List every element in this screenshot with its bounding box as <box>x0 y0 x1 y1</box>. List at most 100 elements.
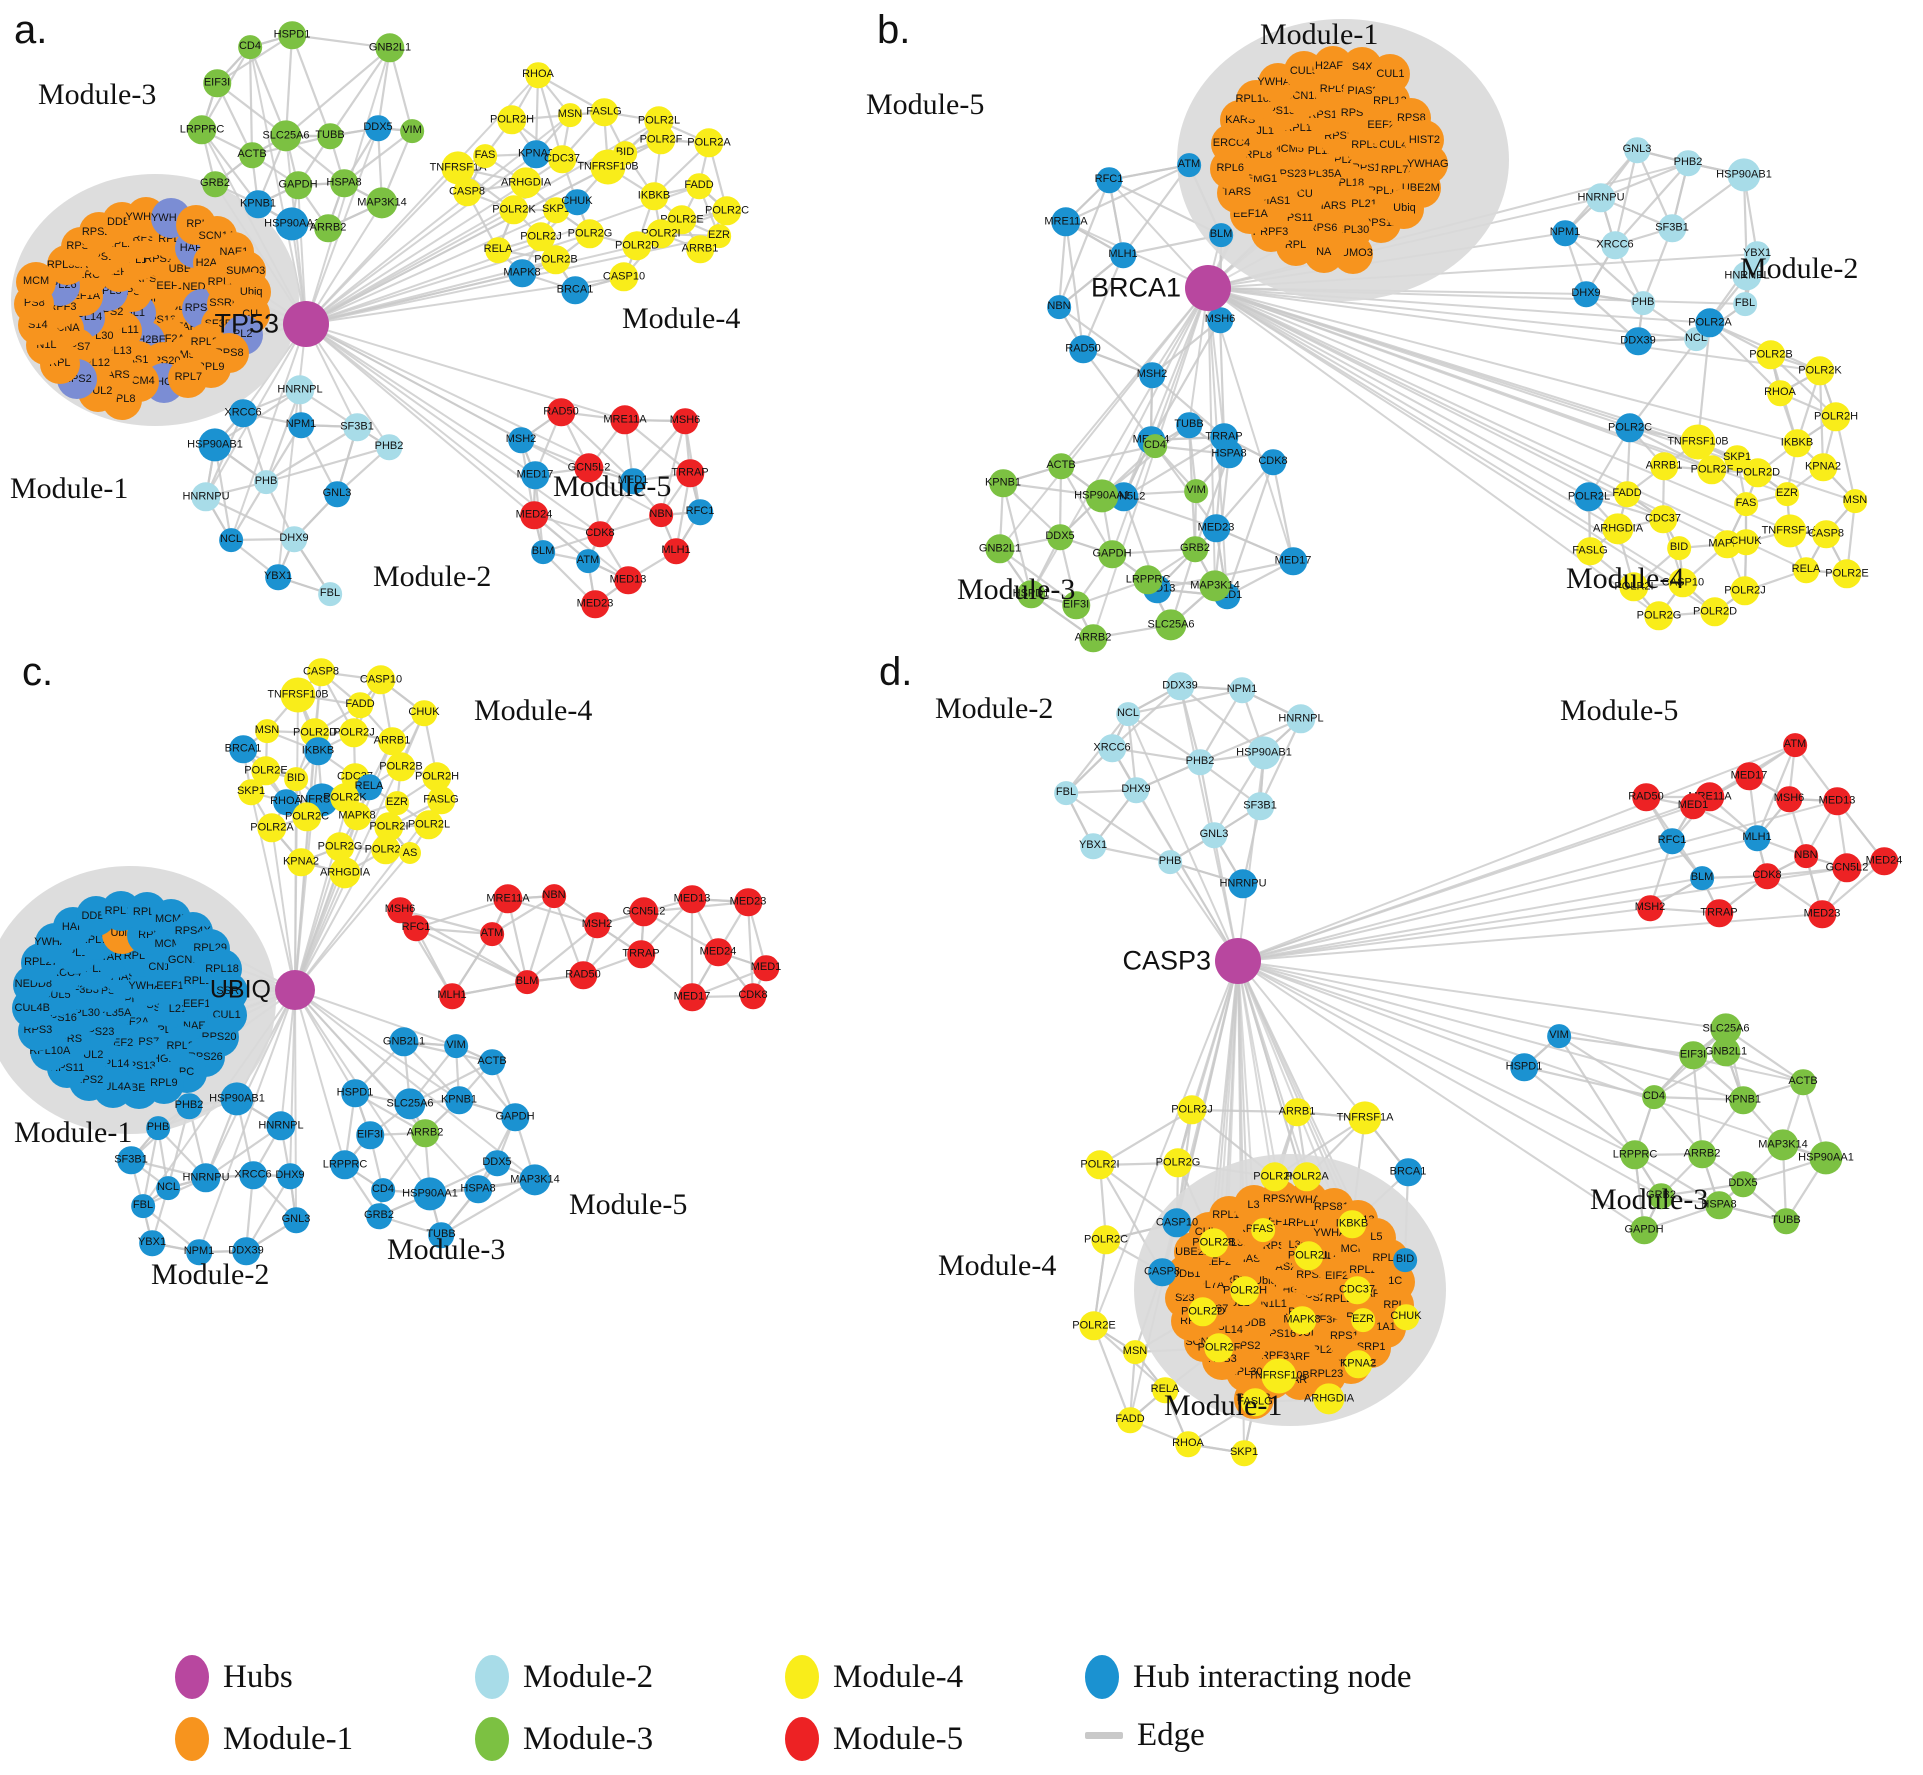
network-node[interactable]: DDX5 <box>1728 1171 1758 1197</box>
network-node[interactable]: GAPDH <box>1092 540 1132 568</box>
network-node[interactable]: TNFRSF10B <box>578 149 639 185</box>
network-node[interactable]: GAPDH <box>495 1103 535 1131</box>
network-node[interactable]: GAPDH <box>278 171 318 199</box>
network-node[interactable]: NPM1 <box>1550 220 1580 246</box>
network-node[interactable]: EZR <box>1351 1308 1375 1332</box>
network-node[interactable]: CHUK <box>561 189 593 215</box>
network-node[interactable]: MCM <box>16 261 57 302</box>
network-node[interactable]: NBN <box>1794 844 1818 868</box>
network-node[interactable]: CDC37 <box>544 145 580 173</box>
network-node[interactable]: FADD <box>684 173 714 199</box>
network-node[interactable]: CD4 <box>371 1178 395 1202</box>
network-node[interactable]: XRCC6 <box>234 1161 272 1189</box>
network-node[interactable]: Ubiq <box>1384 188 1425 229</box>
network-node[interactable]: GRB2 <box>364 1203 394 1229</box>
network-node[interactable]: DHX9 <box>1571 281 1601 307</box>
network-node[interactable]: NPM1 <box>1227 677 1257 703</box>
network-node[interactable]: MED24 <box>516 501 552 529</box>
network-node[interactable]: RAD50 <box>543 398 579 426</box>
network-node[interactable]: MED17 <box>674 983 710 1011</box>
network-node[interactable]: RFC1 <box>402 915 430 941</box>
network-node[interactable]: TUBB <box>315 123 345 149</box>
network-node[interactable]: ARRB1 <box>1646 452 1682 480</box>
network-node[interactable]: RFC1 <box>1658 828 1686 854</box>
network-node[interactable]: MSN <box>558 103 582 127</box>
network-node[interactable]: VIM <box>444 1034 468 1058</box>
network-node[interactable]: VIM <box>1547 1024 1571 1048</box>
network-node[interactable]: ACTB <box>1788 1069 1818 1095</box>
network-node[interactable]: IKBKB <box>638 182 670 210</box>
network-node[interactable]: IKBKB <box>1781 429 1813 457</box>
network-node[interactable]: GNL3 <box>1200 822 1228 848</box>
network-node[interactable]: HSPD1 <box>1506 1053 1542 1081</box>
network-node[interactable]: CDK8 <box>738 983 768 1009</box>
network-node[interactable]: GNL3 <box>282 1207 310 1233</box>
hub-node-ubiq[interactable] <box>275 970 315 1010</box>
network-node[interactable]: RHOA <box>522 62 554 88</box>
network-node[interactable]: KPNA2 <box>518 140 554 168</box>
network-node[interactable]: FBL <box>1733 292 1757 316</box>
network-node[interactable]: MSH2 <box>506 427 536 453</box>
network-node[interactable]: DHX9 <box>279 526 309 552</box>
network-node[interactable]: BLM <box>1209 223 1233 247</box>
network-node[interactable]: TRRAP <box>671 459 709 487</box>
network-node[interactable]: NCL <box>156 1176 180 1200</box>
network-node[interactable]: DDX39 <box>1162 672 1198 700</box>
network-node[interactable]: FAS <box>1251 1218 1275 1242</box>
network-node[interactable]: ARRB1 <box>1279 1098 1315 1126</box>
network-node[interactable]: BLM <box>531 540 555 564</box>
network-node[interactable]: MED17 <box>1731 762 1767 790</box>
network-node[interactable]: RELA <box>484 237 512 263</box>
network-node[interactable]: ACTB <box>237 142 267 168</box>
network-node[interactable]: ATM <box>576 549 600 573</box>
network-node[interactable]: ARRB2 <box>1075 624 1111 652</box>
network-node[interactable]: KPNA2 <box>1805 453 1841 481</box>
network-node[interactable]: MSH2 <box>582 912 612 938</box>
network-node[interactable]: CDC37 <box>1339 1276 1375 1304</box>
network-node[interactable]: FBL <box>131 1194 155 1218</box>
network-node[interactable]: DDX5 <box>1045 524 1075 550</box>
network-node[interactable]: MSH2 <box>1635 895 1665 921</box>
network-node[interactable]: DHX9 <box>1121 777 1151 803</box>
network-node[interactable]: FADD <box>345 692 375 718</box>
network-node[interactable]: MSN <box>1843 489 1867 513</box>
network-node[interactable]: MLH1 <box>1108 242 1138 268</box>
network-node[interactable]: CD4 <box>1642 1085 1666 1109</box>
network-node[interactable]: SF3B1 <box>114 1146 148 1174</box>
network-node[interactable]: MED23 <box>730 888 766 916</box>
network-node[interactable]: ATM <box>480 922 504 946</box>
network-node[interactable]: ARRB1 <box>682 235 718 263</box>
network-node[interactable]: YBX1 <box>1079 833 1107 859</box>
network-node[interactable]: FAS <box>1734 492 1758 516</box>
network-node[interactable]: PHB <box>1631 291 1655 315</box>
network-node[interactable]: MSN <box>255 719 279 743</box>
network-node[interactable]: KPNB1 <box>441 1086 477 1114</box>
network-node[interactable]: IKBKB <box>1336 1210 1368 1238</box>
network-node[interactable]: DHX9 <box>275 1163 305 1189</box>
network-node[interactable]: MAPK8 <box>503 259 541 287</box>
network-node[interactable]: ATM <box>1177 153 1201 177</box>
network-node[interactable]: HSPA8 <box>460 1175 496 1203</box>
network-node[interactable]: MED1 <box>1678 793 1708 819</box>
network-node[interactable]: CDK8 <box>585 521 615 547</box>
network-node[interactable]: MED23 <box>577 590 613 618</box>
network-node[interactable]: PHB2 <box>375 434 403 460</box>
network-node[interactable]: MED13 <box>674 885 710 913</box>
network-node[interactable]: ATM <box>1783 733 1807 757</box>
hub-node-brca1[interactable] <box>1185 265 1231 311</box>
network-node[interactable]: NBN <box>649 503 673 527</box>
network-node[interactable]: CD4 <box>1143 434 1167 458</box>
network-node[interactable]: CHUK <box>1730 529 1762 555</box>
network-node[interactable]: CASP8 <box>1144 1258 1180 1286</box>
network-node[interactable]: FBL <box>1054 781 1078 805</box>
network-node[interactable]: CASP8 <box>449 178 485 206</box>
network-node[interactable]: MSN <box>1123 1340 1147 1364</box>
network-node[interactable]: MED17 <box>1275 547 1311 575</box>
network-node[interactable]: MED24 <box>1866 847 1902 875</box>
network-node[interactable]: CDC37 <box>1645 505 1681 533</box>
network-node[interactable]: SF3B1 <box>1243 792 1277 820</box>
network-node[interactable]: XRCC6 <box>1093 734 1131 762</box>
network-node[interactable]: KPNB1 <box>240 190 276 218</box>
network-node[interactable]: FAS <box>473 144 497 168</box>
network-node[interactable]: BRCA1 <box>1390 1158 1426 1186</box>
